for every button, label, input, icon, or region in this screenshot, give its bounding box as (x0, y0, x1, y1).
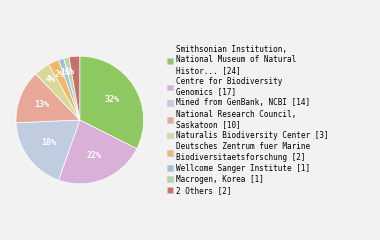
Text: 13%: 13% (34, 100, 49, 109)
Legend: Smithsonian Institution,
National Museum of Natural
Histor... [24], Centre for B: Smithsonian Institution, National Museum… (166, 45, 328, 195)
Wedge shape (59, 58, 80, 120)
Wedge shape (64, 57, 80, 120)
Text: 2%: 2% (54, 70, 64, 79)
Text: 18%: 18% (41, 138, 57, 147)
Text: 4%: 4% (45, 75, 55, 84)
Wedge shape (59, 120, 137, 184)
Text: 32%: 32% (105, 96, 120, 104)
Wedge shape (49, 60, 80, 120)
Wedge shape (16, 74, 80, 123)
Wedge shape (69, 56, 80, 120)
Wedge shape (36, 64, 80, 120)
Text: 1%: 1% (60, 68, 70, 77)
Wedge shape (80, 56, 144, 149)
Text: 22%: 22% (87, 151, 101, 160)
Wedge shape (16, 120, 80, 180)
Text: 1%: 1% (64, 67, 74, 76)
